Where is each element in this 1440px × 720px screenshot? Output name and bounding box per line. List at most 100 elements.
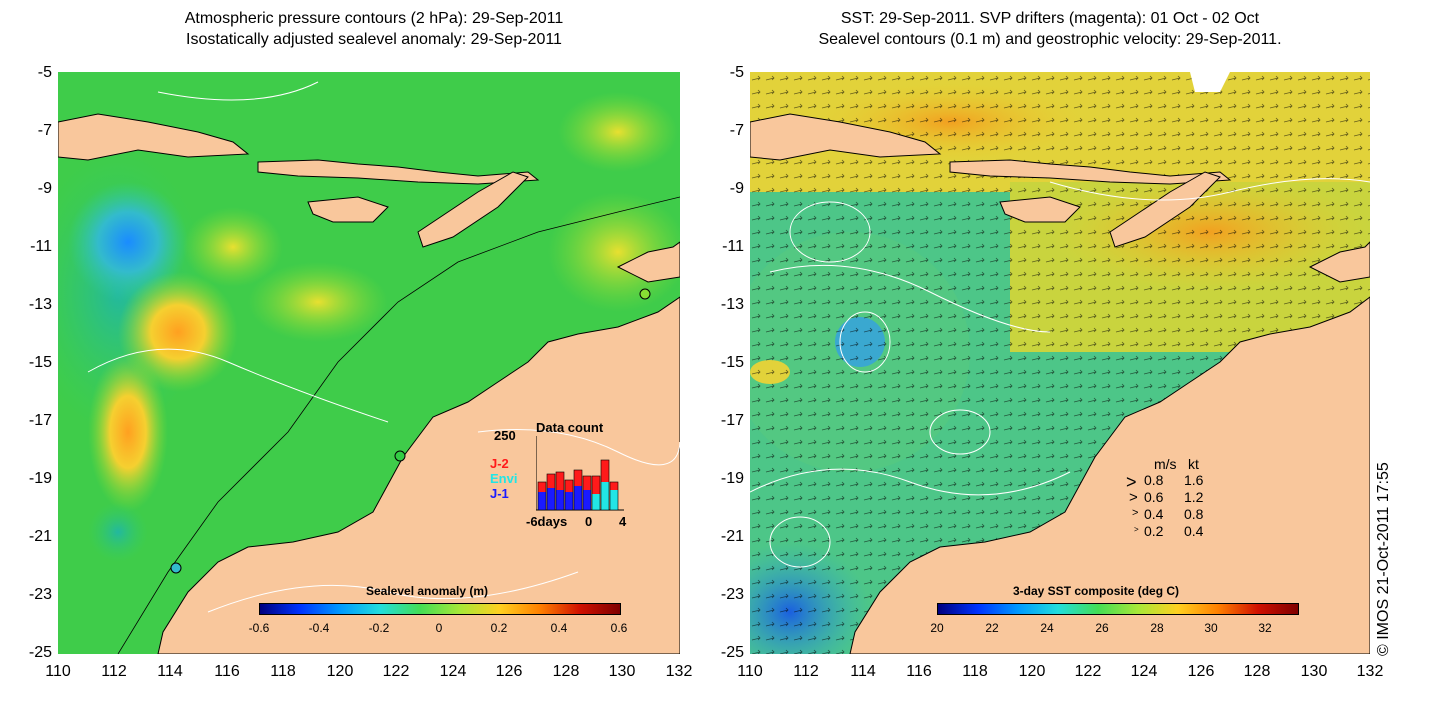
y-tick-left: -13 [28, 296, 52, 313]
x-tick-left: 128 [552, 663, 580, 680]
right-title-line1: SST: 29-Sep-2011. SVP drifters (magenta)… [840, 10, 1260, 27]
sealevel-colorbar-tick: -0.2 [368, 621, 390, 635]
y-tick-right: -11 [722, 238, 744, 255]
arrow-icon: > [1126, 472, 1137, 492]
data-count-xlabel-zero: 0 [585, 514, 593, 529]
sst-colorbar-tick: 30 [1204, 621, 1218, 635]
x-tick-right: 116 [906, 663, 932, 680]
sealevel-anomaly-map [58, 72, 680, 654]
tide-gauge-marker [394, 450, 406, 462]
y-tick-left: -11 [30, 238, 52, 255]
sst-colorbar-tick: 24 [1040, 621, 1054, 635]
sst-map [750, 72, 1370, 654]
sealevel-colorbar-tick: 0.2 [490, 621, 508, 635]
x-tick-left: 116 [214, 663, 240, 680]
sealevel-colorbar-tick: 0.4 [550, 621, 568, 635]
arrow-icon: > [1134, 525, 1139, 534]
y-tick-right: -15 [720, 354, 744, 371]
sst-colorbar-tick: 28 [1150, 621, 1164, 635]
arrow-icon: > [1132, 507, 1139, 519]
sst-colorbar [937, 603, 1299, 615]
x-tick-right: 132 [1356, 663, 1384, 680]
x-tick-left: 124 [439, 663, 467, 680]
copyright-text: © IMOS 21-Oct-2011 17:55 [1375, 462, 1392, 656]
sealevel-colorbar [259, 603, 621, 615]
right-title: SST: 29-Sep-2011. SVP drifters (magenta)… [730, 8, 1370, 50]
sst-colorbar-tick: 22 [985, 621, 999, 635]
low-anomaly-blob [68, 182, 188, 302]
speed-ms-value: 0.2 [1144, 523, 1164, 539]
y-tick-right: -7 [729, 122, 744, 139]
left-title: Atmospheric pressure contours (2 hPa): 2… [68, 8, 680, 50]
y-tick-right: -21 [720, 528, 744, 545]
x-tick-right: 112 [793, 663, 819, 680]
australia-landmass [849, 296, 1370, 654]
x-tick-right: 130 [1300, 663, 1328, 680]
x-tick-right: 126 [1187, 663, 1215, 680]
left-map-panel [58, 72, 680, 654]
y-tick-left: -17 [28, 412, 52, 429]
y-tick-left: -15 [28, 354, 52, 371]
x-tick-right: 122 [1074, 663, 1102, 680]
speed-kt-value: 0.8 [1184, 506, 1204, 522]
data-count-title: Data count [536, 420, 604, 435]
data-count-histogram [536, 436, 624, 511]
x-tick-left: 126 [495, 663, 523, 680]
sealevel-colorbar-label: Sealevel anomaly (m) [366, 584, 489, 598]
high-anomaly-blob [118, 272, 238, 392]
arrow-icon: > [1129, 489, 1138, 506]
left-title-line1: Atmospheric pressure contours (2 hPa): 2… [184, 10, 564, 27]
x-tick-left: 112 [101, 663, 127, 680]
x-tick-right: 128 [1243, 663, 1271, 680]
y-tick-right: -23 [720, 586, 744, 603]
speed-ms-value: 0.6 [1144, 489, 1164, 505]
speed-kt-value: 1.2 [1184, 489, 1204, 505]
data-count-ymax: 250 [494, 428, 516, 443]
data-count-xlabel-start: -6days [526, 514, 568, 529]
x-tick-right: 120 [1018, 663, 1046, 680]
x-tick-left: 110 [45, 663, 71, 680]
x-tick-left: 118 [270, 663, 296, 680]
y-tick-left: -23 [28, 586, 52, 603]
y-tick-left: -25 [28, 644, 52, 661]
speed-ms-value: 0.4 [1144, 506, 1164, 522]
y-tick-left: -19 [28, 470, 52, 487]
australia-landmass [157, 296, 680, 654]
sst-colorbar-tick: 20 [930, 621, 944, 635]
x-tick-left: 114 [157, 663, 183, 680]
speed-legend-header-ms: m/s [1154, 456, 1177, 472]
sst-colorbar-tick: 26 [1095, 621, 1109, 635]
sealevel-colorbar-tick: -0.4 [308, 621, 330, 635]
y-tick-right: -9 [729, 180, 744, 197]
x-tick-right: 114 [850, 663, 876, 680]
tide-gauge-marker [170, 562, 182, 574]
right-title-line2: Sealevel contours (0.1 m) and geostrophi… [818, 31, 1282, 48]
sealevel-colorbar-tick: -0.6 [248, 621, 270, 635]
x-tick-right: 118 [962, 663, 988, 680]
y-tick-left: -7 [37, 122, 52, 139]
y-tick-right: -13 [720, 296, 744, 313]
speed-ms-value: 0.8 [1144, 472, 1164, 488]
sealevel-colorbar-tick: 0 [435, 621, 443, 635]
satellite-legend-envi: Envi [490, 471, 518, 486]
y-tick-left: -9 [37, 180, 52, 197]
speed-kt-value: 1.6 [1184, 472, 1204, 488]
x-tick-left: 122 [382, 663, 410, 680]
sst-colorbar-label: 3-day SST composite (deg C) [1013, 584, 1180, 598]
speed-legend-header-kt: kt [1188, 456, 1199, 472]
right-map-panel [750, 72, 1370, 654]
satellite-legend-j2: J-2 [490, 456, 509, 471]
speed-kt-value: 0.4 [1184, 523, 1204, 539]
x-tick-left: 120 [326, 663, 354, 680]
data-count-inset: Data count 250 J-2 Envi J-1 -6days 0 4 [486, 420, 636, 530]
y-tick-right: -19 [720, 470, 744, 487]
satellite-legend-j1: J-1 [490, 486, 509, 501]
x-tick-left: 130 [608, 663, 636, 680]
sealevel-colorbar-tick: 0.6 [610, 621, 628, 635]
y-tick-left: -5 [37, 64, 52, 81]
y-tick-right: -5 [729, 64, 744, 81]
tide-gauge-marker [639, 288, 651, 300]
y-tick-left: -21 [28, 528, 52, 545]
data-count-xlabel-end: 4 [619, 514, 627, 529]
x-tick-left: 132 [665, 663, 693, 680]
